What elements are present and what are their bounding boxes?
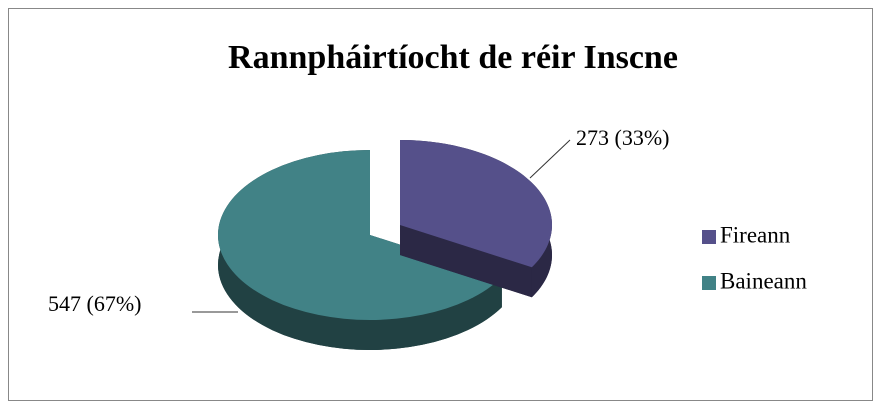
data-label: 547 (67%) — [48, 291, 141, 316]
pie-slice — [400, 140, 552, 268]
legend-label: Fireann — [720, 222, 791, 247]
chart-title: Rannpháirtíocht de réir Inscne — [228, 39, 678, 76]
pie-slice-wall — [400, 225, 532, 298]
leader-line — [529, 139, 571, 179]
legend-swatch — [702, 276, 716, 290]
legend-label: Baineann — [720, 268, 807, 293]
data-label: 273 (33%) — [576, 125, 669, 150]
pie-slice — [218, 150, 502, 320]
legend-swatch — [702, 230, 716, 244]
